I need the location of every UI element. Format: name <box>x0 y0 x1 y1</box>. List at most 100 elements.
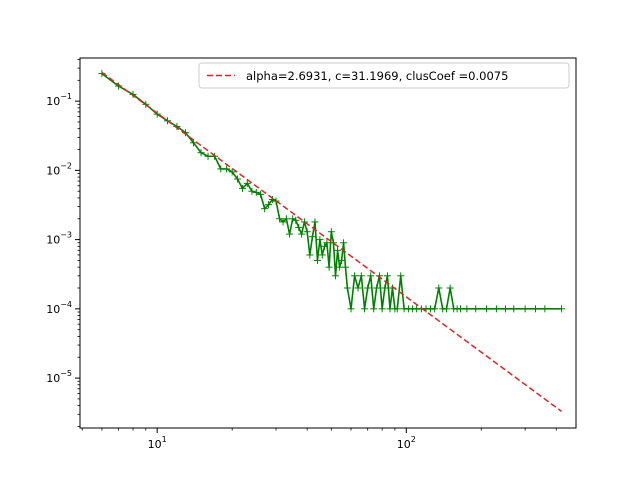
data-point-marker <box>456 305 464 313</box>
x-tick-label: 102 <box>397 435 416 451</box>
x-tick-exponent: 1 <box>162 435 167 444</box>
y-tick-exponent: −5 <box>60 369 72 378</box>
data-point-marker <box>343 284 351 292</box>
y-tick-base: 10 <box>46 95 60 108</box>
data-point-marker <box>431 305 439 313</box>
data-point-marker <box>442 305 450 313</box>
data-point-marker <box>510 305 518 313</box>
y-tick-label: 10−4 <box>46 300 72 316</box>
data-point-marker <box>370 305 378 313</box>
data-point-marker <box>268 195 276 203</box>
y-tick-exponent: −2 <box>60 161 72 170</box>
x-tick-base: 10 <box>397 438 411 451</box>
data-point-marker <box>354 284 362 292</box>
data-point-marker <box>381 284 389 292</box>
data-point-marker <box>483 305 491 313</box>
data-point-marker <box>286 230 294 238</box>
data-point-marker <box>265 201 273 209</box>
y-axis: 10−110−210−310−410−5 <box>46 59 80 427</box>
y-tick-exponent: −1 <box>60 92 72 101</box>
data-point-marker <box>295 223 303 231</box>
data-point-marker <box>204 152 212 160</box>
data-point-marker <box>541 305 549 313</box>
data-point-marker <box>228 168 236 176</box>
data-point-marker <box>501 305 509 313</box>
data-point-marker <box>393 305 401 313</box>
y-tick-base: 10 <box>46 164 60 177</box>
y-tick-label: 10−2 <box>46 161 72 177</box>
data-point-marker <box>435 284 443 292</box>
data-point-marker <box>303 228 311 236</box>
data-point-marker <box>463 305 471 313</box>
data-point-marker <box>361 305 369 313</box>
data-point-marker <box>289 215 297 223</box>
x-tick-label: 101 <box>148 435 167 451</box>
data-point-marker <box>323 239 331 247</box>
data-point-marker <box>292 216 300 224</box>
data-point-marker <box>338 256 346 264</box>
data-point-marker <box>282 215 290 223</box>
data-point-marker <box>558 305 566 313</box>
data-point-marker <box>336 263 344 271</box>
y-tick-base: 10 <box>46 234 60 247</box>
data-point-marker <box>367 272 375 280</box>
y-tick-label: 10−5 <box>46 369 72 385</box>
data-point-marker <box>300 218 308 226</box>
data-point-marker <box>276 215 284 223</box>
data-point-marker <box>383 272 391 280</box>
legend-label-fit: alpha=2.6931, c=31.1969, clusCoef =0.007… <box>246 69 508 83</box>
data-point-marker <box>190 139 198 147</box>
axes-frame <box>79 57 577 429</box>
data-point-marker <box>318 251 326 259</box>
data-point-marker <box>248 187 256 195</box>
data-point-marker <box>347 305 355 313</box>
data-point-marker <box>153 110 161 118</box>
data-point-marker <box>334 246 342 254</box>
x-tick-exponent: 2 <box>411 435 416 444</box>
data-point-marker <box>197 149 205 157</box>
legend: alpha=2.6931, c=31.1969, clusCoef =0.007… <box>198 62 570 89</box>
data-point-marker <box>243 179 251 187</box>
data-point-marker <box>238 184 246 192</box>
x-tick-base: 10 <box>148 438 162 451</box>
y-tick-base: 10 <box>46 372 60 385</box>
data-point-marker <box>261 205 269 213</box>
data-point-marker <box>351 272 359 280</box>
data-point-marker <box>329 239 337 247</box>
data-point-marker <box>327 228 335 236</box>
data-point-marker <box>364 284 372 292</box>
data-point-marker <box>531 305 539 313</box>
data-point-marker <box>325 263 333 271</box>
data-point-marker <box>340 239 348 247</box>
y-tick-base: 10 <box>46 303 60 316</box>
series-layer <box>98 70 566 413</box>
data-point-marker <box>492 305 500 313</box>
data-point-marker <box>233 175 241 183</box>
y-tick-exponent: −4 <box>60 300 72 309</box>
data-point-marker <box>311 218 319 226</box>
data-point-marker <box>521 305 529 313</box>
data-point-marker <box>298 230 306 238</box>
data-point-marker <box>223 165 231 173</box>
data-point-marker <box>217 165 225 173</box>
data-point-marker <box>341 263 349 271</box>
y-tick-label: 10−3 <box>46 231 72 247</box>
data-point-marker <box>332 272 340 280</box>
data-point-marker <box>279 218 287 226</box>
data-point-marker <box>472 305 480 313</box>
data-point-marker <box>316 236 324 244</box>
data-point-marker <box>321 242 329 250</box>
data-point-marker <box>306 251 314 259</box>
data-point-marker <box>313 256 321 264</box>
data-point-marker <box>308 233 316 241</box>
data-point-marker <box>252 188 260 196</box>
data-point-marker <box>373 284 381 292</box>
legend-box <box>198 62 570 89</box>
data-point-marker <box>357 272 365 280</box>
y-tick-exponent: −3 <box>60 231 72 240</box>
y-tick-label: 10−1 <box>46 92 72 108</box>
data-point-marker <box>397 272 405 280</box>
data-point-marker <box>257 190 265 198</box>
series-line-fit <box>101 71 562 413</box>
